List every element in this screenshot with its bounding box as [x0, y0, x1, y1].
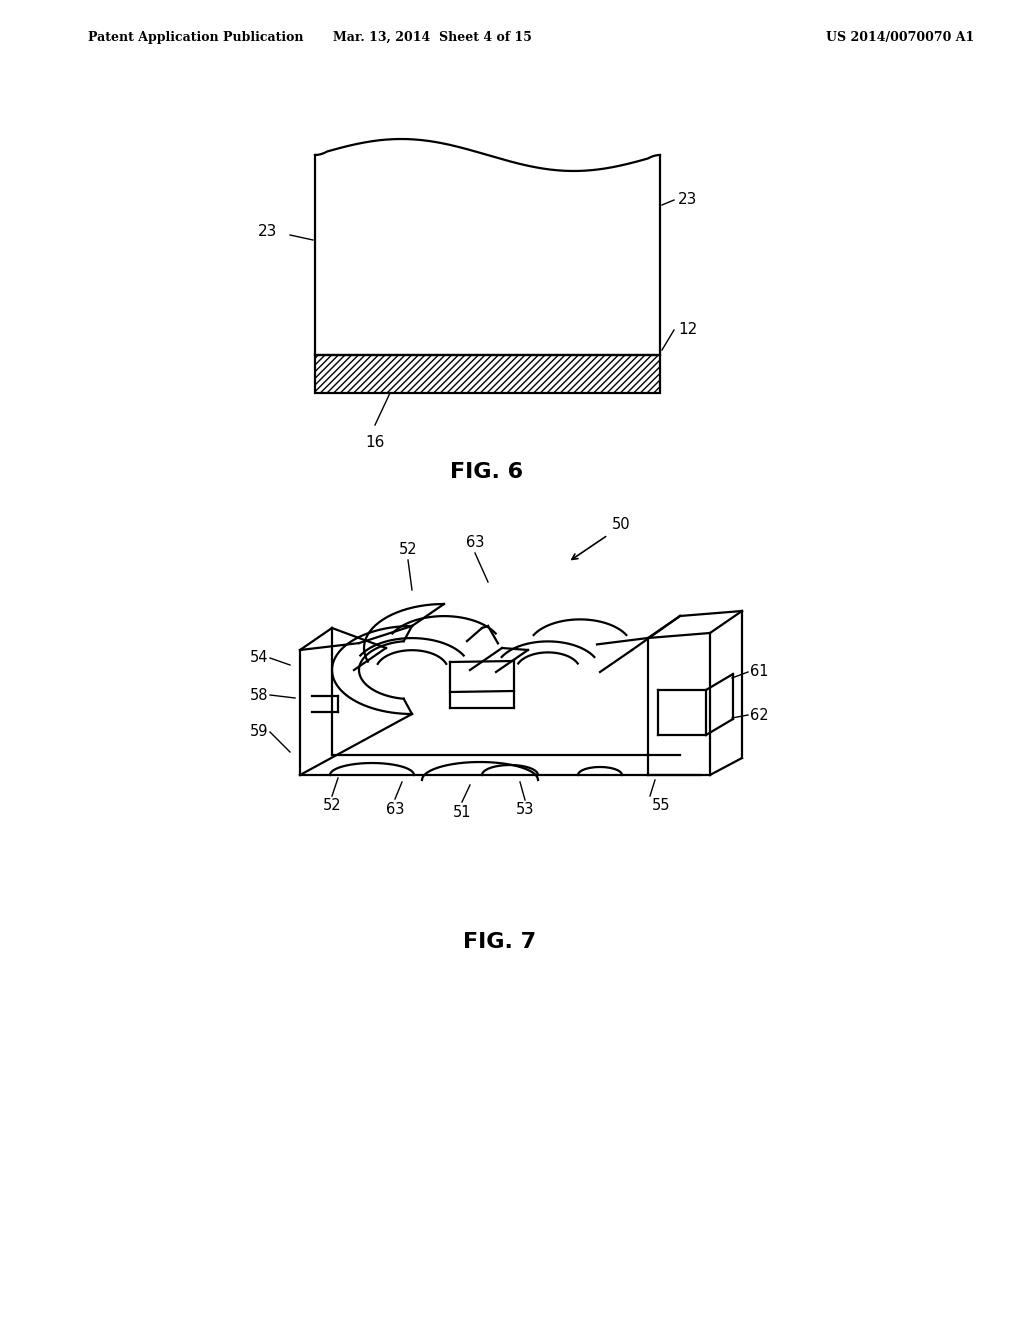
Text: 23: 23: [258, 224, 278, 239]
Text: 52: 52: [323, 799, 341, 813]
Text: 12: 12: [678, 322, 697, 338]
Text: 62: 62: [750, 708, 769, 722]
Text: 63: 63: [386, 803, 404, 817]
Text: 52: 52: [398, 543, 418, 557]
Bar: [315, 355, 660, 393]
Text: 63: 63: [466, 535, 484, 550]
Text: 59: 59: [250, 725, 268, 739]
Text: 23: 23: [678, 193, 697, 207]
Text: 58: 58: [250, 688, 268, 702]
Text: 61: 61: [750, 664, 768, 680]
Text: 53: 53: [516, 803, 535, 817]
Text: FIG. 6: FIG. 6: [451, 462, 523, 482]
Text: 16: 16: [366, 436, 385, 450]
Text: 50: 50: [612, 517, 631, 532]
Text: Patent Application Publication: Patent Application Publication: [88, 30, 303, 44]
Text: 54: 54: [250, 651, 268, 665]
Text: 55: 55: [652, 799, 671, 813]
Text: 51: 51: [453, 805, 471, 820]
Text: Mar. 13, 2014  Sheet 4 of 15: Mar. 13, 2014 Sheet 4 of 15: [333, 30, 531, 44]
Text: US 2014/0070070 A1: US 2014/0070070 A1: [826, 30, 974, 44]
Text: FIG. 7: FIG. 7: [464, 932, 537, 952]
